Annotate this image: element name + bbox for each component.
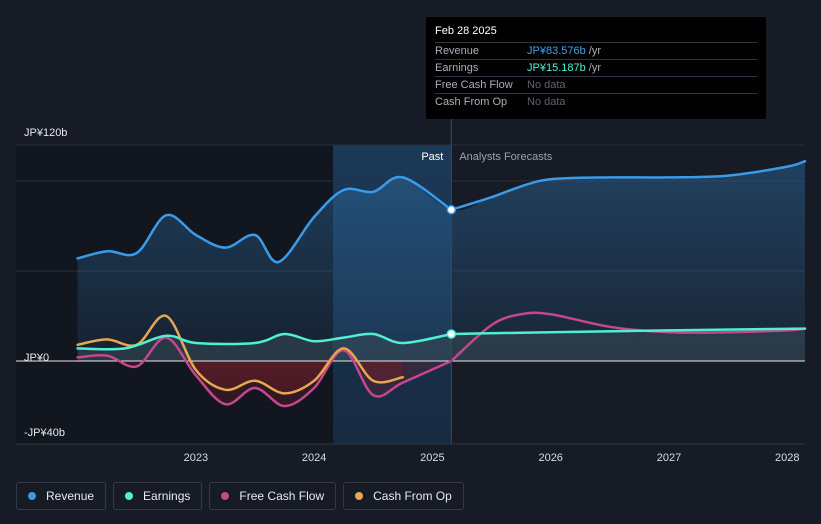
earnings-forecast-line bbox=[450, 327, 807, 336]
tooltip-unit: /yr bbox=[585, 45, 601, 57]
revenue-point bbox=[446, 205, 457, 215]
revenue-line bbox=[76, 175, 453, 264]
forecast-label: Analysts Forecasts bbox=[459, 151, 552, 163]
x-tick-label: 2027 bbox=[657, 452, 681, 464]
revenue-area bbox=[77, 161, 806, 361]
tooltip-unit: /yr bbox=[585, 62, 601, 74]
legend-label: Earnings bbox=[143, 489, 191, 503]
free-cash-flow-forecast-line bbox=[450, 311, 807, 363]
revenue-forecast-line bbox=[450, 159, 807, 212]
x-tick-label: 2028 bbox=[775, 452, 799, 464]
tooltip-row-earnings: Earnings JP¥15.187b /yr bbox=[435, 59, 757, 77]
past-label: Past bbox=[421, 151, 443, 163]
earnings-dot-icon bbox=[125, 492, 134, 500]
x-tick-label: 2025 bbox=[420, 452, 444, 464]
earnings-area bbox=[77, 328, 806, 361]
legend-label: Free Cash Flow bbox=[239, 489, 325, 503]
legend: Revenue Earnings Free Cash Flow Cash Fro… bbox=[16, 482, 464, 512]
tooltip-date: Feb 28 2025 bbox=[435, 25, 497, 37]
earnings-point bbox=[446, 329, 457, 339]
tooltip-row-revenue: Revenue JP¥83.576b /yr bbox=[435, 42, 757, 60]
tooltip-value: No data bbox=[527, 96, 566, 108]
cash-from-op-negative-area bbox=[77, 361, 403, 394]
tooltip-row-free-cash-flow: Free Cash Flow No data bbox=[435, 76, 757, 94]
revenue-dot-icon bbox=[28, 492, 36, 500]
legend-label: Cash From Op bbox=[373, 489, 452, 503]
earnings-line bbox=[76, 332, 453, 351]
free-cash-flow-line bbox=[76, 336, 453, 408]
tooltip-value: No data bbox=[527, 79, 566, 91]
tooltip-row-cash-from-op: Cash From Op No data bbox=[435, 93, 757, 111]
legend-item-earnings[interactable]: Earnings bbox=[113, 482, 203, 510]
x-tick-label: 2023 bbox=[184, 452, 208, 464]
legend-item-cash-from-op[interactable]: Cash From Op bbox=[343, 482, 464, 510]
tooltip-value: JP¥15.187b bbox=[527, 62, 586, 74]
legend-item-free-cash-flow[interactable]: Free Cash Flow bbox=[209, 482, 337, 510]
legend-label: Revenue bbox=[46, 489, 95, 503]
tooltip: Feb 28 2025 Revenue JP¥83.576b /yr Earni… bbox=[426, 17, 766, 119]
tooltip-label: Cash From Op bbox=[435, 96, 508, 108]
y-tick-label: JP¥120b bbox=[24, 127, 67, 139]
tooltip-value: JP¥83.576b bbox=[527, 45, 586, 57]
y-tick-label: JP¥0 bbox=[24, 352, 49, 364]
tooltip-label: Free Cash Flow bbox=[435, 79, 513, 91]
legend-item-revenue[interactable]: Revenue bbox=[16, 482, 107, 510]
x-tick-label: 2024 bbox=[302, 452, 326, 464]
x-tick-label: 2026 bbox=[538, 452, 562, 464]
tooltip-label: Revenue bbox=[435, 45, 480, 57]
y-tick-label: -JP¥40b bbox=[24, 427, 65, 439]
free-cash-flow-dot-icon bbox=[221, 492, 230, 500]
chart: JP¥120b JP¥0 -JP¥40b 2023 2024 2025 2026 2027 20… bbox=[16, 119, 807, 464]
cash-from-op-dot-icon bbox=[355, 492, 364, 500]
tooltip-label: Earnings bbox=[435, 62, 479, 74]
